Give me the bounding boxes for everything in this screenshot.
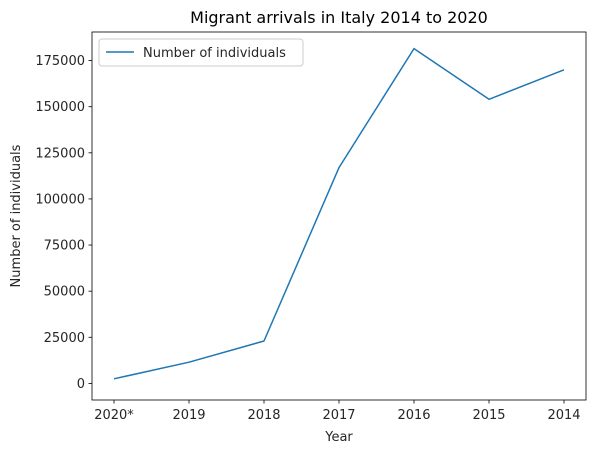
x-tick-label: 2017 — [322, 408, 355, 423]
y-tick-label: 75000 — [44, 239, 85, 254]
legend-label: Number of individuals — [143, 46, 286, 61]
y-tick-label: 175000 — [35, 54, 85, 69]
series-line — [113, 47, 565, 380]
x-tick-label: 2014 — [547, 408, 580, 423]
plot-area — [91, 31, 587, 401]
y-axis-title: Number of individuals — [9, 144, 24, 287]
series-layer — [113, 47, 565, 380]
y-tick-label: 100000 — [35, 192, 85, 207]
y-axis: 0 25000 50000 75000 100000 125000 150000 175000 — [35, 54, 92, 392]
x-tick-label: 2020* — [94, 408, 134, 423]
y-tick-label: 0 — [77, 377, 85, 392]
x-axis-title: Year — [324, 430, 353, 445]
chart-title: Migrant arrivals in Italy 2014 to 2020 — [190, 8, 488, 27]
x-tick-label: 2019 — [172, 408, 205, 423]
x-tick-label: 2015 — [472, 408, 505, 423]
y-tick-label: 125000 — [35, 146, 85, 161]
x-tick-label: 2018 — [247, 408, 280, 423]
legend-box — [98, 38, 304, 67]
legend: Number of individuals — [98, 38, 304, 67]
y-tick-label: 50000 — [44, 285, 85, 300]
y-tick-label: 150000 — [35, 100, 85, 115]
x-tick-label: 2016 — [397, 408, 430, 423]
y-tick-label: 25000 — [44, 331, 85, 346]
x-axis: 2020* 2019 2018 2017 2016 2015 2014 — [94, 400, 581, 423]
